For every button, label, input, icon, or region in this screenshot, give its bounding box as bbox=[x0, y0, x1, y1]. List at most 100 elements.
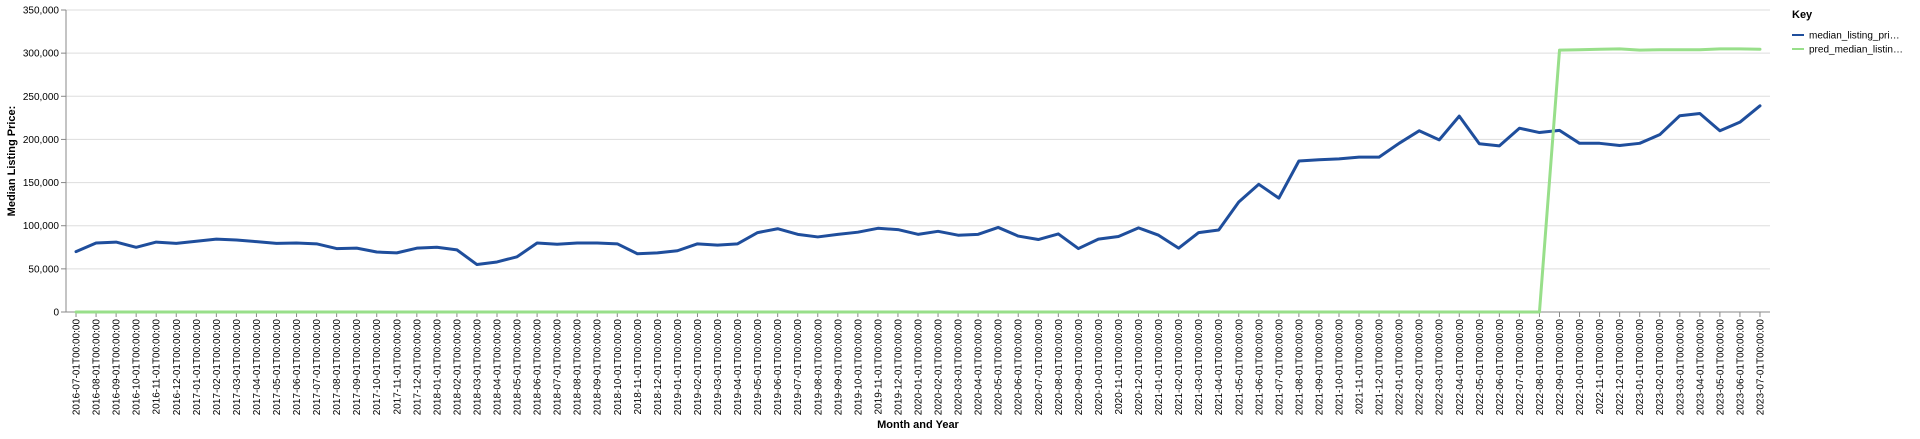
x-tick-label: 2023-02-01T00:00:00 bbox=[1655, 319, 1666, 416]
x-tick-label: 2022-01-01T00:00:00 bbox=[1395, 319, 1406, 416]
x-tick-label: 2020-09-01T00:00:00 bbox=[1074, 319, 1085, 416]
x-tick-label: 2020-03-01T00:00:00 bbox=[954, 319, 965, 416]
x-tick-label: 2018-08-01T00:00:00 bbox=[573, 319, 584, 416]
x-tick-label: 2021-07-01T00:00:00 bbox=[1274, 319, 1285, 416]
y-tick-label: 0 bbox=[53, 308, 59, 319]
x-tick-label: 2019-04-01T00:00:00 bbox=[733, 319, 744, 416]
legend: Key median_listing_pri… pred_median_listi… bbox=[1792, 9, 1903, 56]
series-line bbox=[74, 104, 1762, 267]
x-tick-label: 2018-01-01T00:00:00 bbox=[432, 319, 443, 416]
x-tick-label: 2022-10-01T00:00:00 bbox=[1575, 319, 1586, 416]
x-tick-label: 2018-09-01T00:00:00 bbox=[593, 319, 604, 416]
x-tick-label: 2023-04-01T00:00:00 bbox=[1695, 319, 1706, 416]
legend-items: median_listing_pri… pred_median_listin… bbox=[1792, 31, 1903, 56]
x-tick-label: 2020-11-01T00:00:00 bbox=[1114, 319, 1125, 415]
x-tick-label: 2022-06-01T00:00:00 bbox=[1495, 319, 1506, 416]
x-tick-label: 2019-06-01T00:00:00 bbox=[773, 319, 784, 416]
x-tick-label: 2020-04-01T00:00:00 bbox=[974, 319, 985, 416]
x-tick-label: 2021-10-01T00:00:00 bbox=[1334, 319, 1345, 416]
x-tick-label: 2021-03-01T00:00:00 bbox=[1194, 319, 1205, 416]
x-tick-label: 2018-11-01T00:00:00 bbox=[633, 319, 644, 415]
x-tick-label: 2019-10-01T00:00:00 bbox=[853, 319, 864, 416]
x-tick-label: 2020-10-01T00:00:00 bbox=[1094, 319, 1105, 416]
legend-label: median_listing_pri… bbox=[1809, 31, 1900, 42]
x-tick-label: 2021-04-01T00:00:00 bbox=[1214, 319, 1225, 416]
y-tick-label: 300,000 bbox=[23, 49, 60, 60]
x-tick-label: 2022-07-01T00:00:00 bbox=[1515, 319, 1526, 416]
series-lines bbox=[74, 47, 1762, 314]
x-tick-label: 2016-09-01T00:00:00 bbox=[112, 319, 123, 416]
x-tick-label: 2019-07-01T00:00:00 bbox=[793, 319, 804, 416]
x-tick-label: 2016-08-01T00:00:00 bbox=[92, 319, 103, 416]
x-tick-label: 2023-03-01T00:00:00 bbox=[1675, 319, 1686, 416]
x-tick-label: 2017-04-01T00:00:00 bbox=[252, 319, 263, 416]
x-tick-label: 2021-11-01T00:00:00 bbox=[1355, 319, 1366, 415]
x-tick-label: 2017-11-01T00:00:00 bbox=[392, 319, 403, 415]
x-tick-label: 2019-02-01T00:00:00 bbox=[693, 319, 704, 416]
x-tick-label: 2017-06-01T00:00:00 bbox=[292, 319, 303, 416]
x-tick-label: 2017-05-01T00:00:00 bbox=[272, 319, 283, 416]
x-tick-label: 2018-03-01T00:00:00 bbox=[472, 319, 483, 416]
y-tick-label: 350,000 bbox=[23, 6, 60, 17]
x-tick-label: 2017-09-01T00:00:00 bbox=[352, 319, 363, 416]
x-tick-label: 2018-04-01T00:00:00 bbox=[493, 319, 504, 416]
y-tick-label: 100,000 bbox=[23, 221, 60, 232]
x-tick-label: 2022-05-01T00:00:00 bbox=[1475, 319, 1486, 416]
x-tick-label: 2019-11-01T00:00:00 bbox=[873, 319, 884, 415]
x-tick-label: 2021-09-01T00:00:00 bbox=[1314, 319, 1325, 416]
x-tick-label: 2019-08-01T00:00:00 bbox=[813, 319, 824, 416]
x-tick-label: 2018-10-01T00:00:00 bbox=[613, 319, 624, 416]
x-tick-label: 2020-07-01T00:00:00 bbox=[1034, 319, 1045, 416]
x-tick-label: 2018-07-01T00:00:00 bbox=[553, 319, 564, 416]
y-axis-title: Median Listing Price: bbox=[6, 106, 18, 217]
x-tick-label: 2017-02-01T00:00:00 bbox=[212, 319, 223, 416]
legend-title: Key bbox=[1792, 9, 1813, 21]
x-tick-label: 2018-05-01T00:00:00 bbox=[513, 319, 524, 416]
x-tick-label: 2019-01-01T00:00:00 bbox=[673, 319, 684, 416]
x-tick-label: 2021-01-01T00:00:00 bbox=[1154, 319, 1165, 416]
x-tick-label: 2022-03-01T00:00:00 bbox=[1435, 319, 1446, 416]
x-tick-label: 2021-02-01T00:00:00 bbox=[1174, 319, 1185, 416]
x-tick-label: 2018-02-01T00:00:00 bbox=[452, 319, 463, 416]
x-tick-label: 2018-12-01T00:00:00 bbox=[653, 319, 664, 416]
x-tick-label: 2019-09-01T00:00:00 bbox=[833, 319, 844, 416]
x-tick-label: 2022-08-01T00:00:00 bbox=[1535, 319, 1546, 416]
x-tick-label: 2023-05-01T00:00:00 bbox=[1715, 319, 1726, 416]
x-tick-label: 2019-05-01T00:00:00 bbox=[753, 319, 764, 416]
x-tick-label: 2017-08-01T00:00:00 bbox=[332, 319, 343, 416]
x-tick-label: 2023-01-01T00:00:00 bbox=[1635, 319, 1646, 416]
x-tick-label: 2019-03-01T00:00:00 bbox=[713, 319, 724, 416]
x-axis-title: Month and Year bbox=[877, 419, 959, 431]
grid-lines bbox=[66, 9, 1770, 313]
x-tick-label: 2022-04-01T00:00:00 bbox=[1455, 319, 1466, 416]
y-tick-label: 250,000 bbox=[23, 92, 60, 103]
x-tick-label: 2022-02-01T00:00:00 bbox=[1415, 319, 1426, 416]
legend-label: pred_median_listin… bbox=[1809, 45, 1903, 56]
x-tick-label: 2018-06-01T00:00:00 bbox=[533, 319, 544, 416]
x-tick-label: 2016-10-01T00:00:00 bbox=[132, 319, 143, 416]
x-tick-label: 2022-09-01T00:00:00 bbox=[1555, 319, 1566, 416]
x-tick-label: 2019-12-01T00:00:00 bbox=[893, 319, 904, 416]
y-tick-label: 150,000 bbox=[23, 178, 60, 189]
x-tick-label: 2020-02-01T00:00:00 bbox=[934, 319, 945, 416]
y-tick-label: 200,000 bbox=[23, 135, 60, 146]
x-tick-label: 2021-12-01T00:00:00 bbox=[1375, 319, 1386, 416]
x-tick-label: 2017-10-01T00:00:00 bbox=[372, 319, 383, 416]
x-tick-label: 2022-11-01T00:00:00 bbox=[1595, 319, 1606, 415]
series-line bbox=[74, 47, 1762, 314]
x-tick-label: 2021-06-01T00:00:00 bbox=[1254, 319, 1265, 416]
x-tick-label: 2023-07-01T00:00:00 bbox=[1755, 319, 1766, 416]
x-tick-label: 2017-01-01T00:00:00 bbox=[192, 319, 203, 416]
x-tick-label: 2023-06-01T00:00:00 bbox=[1735, 319, 1746, 416]
x-tick-label: 2021-05-01T00:00:00 bbox=[1234, 319, 1245, 416]
x-tick-label: 2020-08-01T00:00:00 bbox=[1054, 319, 1065, 416]
x-tick-label: 2017-12-01T00:00:00 bbox=[412, 319, 423, 416]
x-tick-label: 2016-07-01T00:00:00 bbox=[72, 319, 83, 416]
x-tick-label: 2016-11-01T00:00:00 bbox=[152, 319, 163, 415]
x-tick-label: 2021-08-01T00:00:00 bbox=[1294, 319, 1305, 416]
x-tick-label: 2017-03-01T00:00:00 bbox=[232, 319, 243, 416]
x-tick-label: 2020-05-01T00:00:00 bbox=[994, 319, 1005, 416]
x-tick-label: 2020-12-01T00:00:00 bbox=[1134, 319, 1145, 416]
